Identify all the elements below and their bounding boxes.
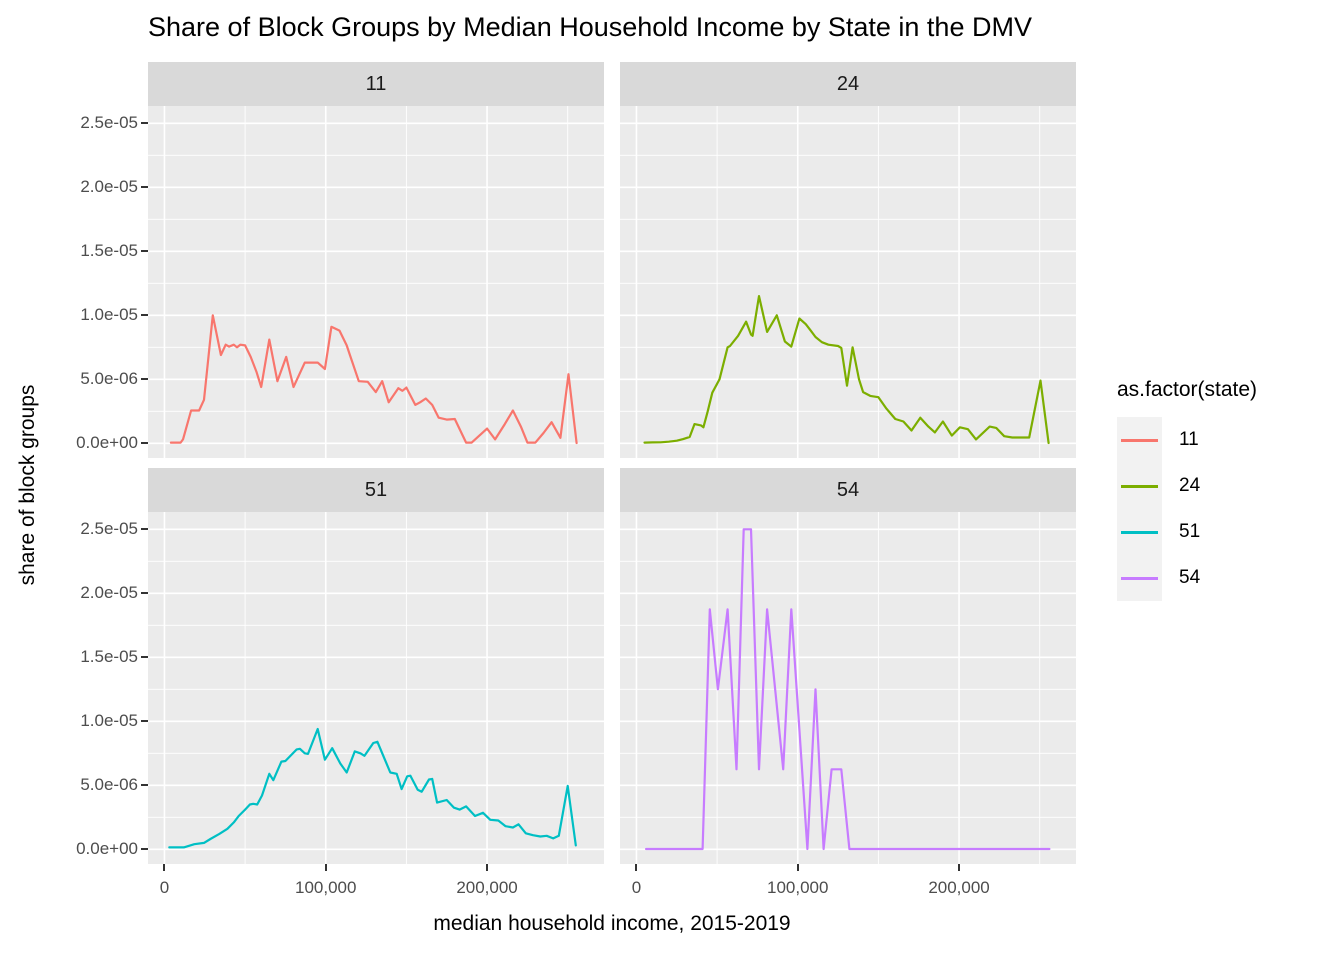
y-tick-mark (141, 592, 148, 595)
y-tick-mark (141, 528, 148, 531)
legend-key-line-icon (1121, 439, 1158, 442)
y-tick-label: 2.5e-05 (80, 113, 138, 133)
legend-entry-54: 54 (1117, 555, 1257, 601)
legend-entry-label: 54 (1179, 567, 1201, 588)
facet-panel-54 (620, 512, 1076, 864)
legend-entry-24: 24 (1117, 463, 1257, 509)
series-line-11 (169, 314, 578, 445)
facet-panel-51 (148, 512, 604, 864)
plot-title: Share of Block Groups by Median Househol… (148, 12, 1032, 42)
legend-key (1117, 509, 1162, 555)
legend-entry-51: 51 (1117, 509, 1257, 555)
facet-strip-54: 54 (620, 468, 1076, 512)
facet-strip-24: 24 (620, 62, 1076, 106)
series-line-51 (168, 727, 577, 849)
y-tick-mark (141, 314, 148, 317)
legend-entry-11: 11 (1117, 417, 1257, 463)
x-tick-label: 0 (631, 878, 642, 897)
facet-strip-label: 11 (365, 72, 387, 95)
facet-strip-label: 54 (836, 478, 860, 501)
y-tick-label: 5.0e-06 (80, 369, 138, 389)
x-tick-label: 200,000 (928, 878, 990, 897)
y-tick-mark (141, 848, 148, 851)
y-tick-mark (141, 186, 148, 189)
x-tick-mark (486, 864, 489, 871)
legend-key-line-icon (1121, 577, 1158, 580)
legend-entry-label: 24 (1179, 475, 1201, 496)
y-tick-label: 1.0e-05 (80, 305, 138, 325)
legend: as.factor(state) 11 24 51 54 (1117, 378, 1257, 601)
y-tick-mark (141, 122, 148, 125)
y-tick-mark (141, 442, 148, 445)
y-tick-label: 0.0e+00 (76, 839, 138, 859)
y-tick-mark (141, 656, 148, 659)
legend-key-line-icon (1121, 485, 1158, 488)
y-tick-label: 2.0e-05 (80, 177, 138, 197)
legend-key (1117, 555, 1162, 601)
facet-strip-label: 51 (364, 478, 388, 501)
legend-title: as.factor(state) (1117, 378, 1258, 401)
y-tick-mark (141, 378, 148, 381)
y-axis-title: share of block groups (16, 384, 39, 586)
series-line-24 (643, 295, 1050, 445)
legend-entries: 11 24 51 54 (1117, 417, 1257, 601)
y-tick-label: 1.5e-05 (80, 647, 138, 667)
x-tick-mark (163, 864, 166, 871)
legend-entry-label: 51 (1179, 521, 1201, 542)
facet-strip-label: 24 (836, 72, 860, 95)
x-tick-label: 100,000 (767, 878, 829, 897)
y-tick-label: 1.0e-05 (80, 711, 138, 731)
x-tick-label: 200,000 (456, 878, 518, 897)
x-tick-mark (324, 864, 327, 871)
x-axis-title: median household income, 2015-2019 (433, 912, 791, 935)
x-tick-label: 0 (159, 878, 170, 897)
facet-panel-24 (620, 106, 1076, 458)
x-tick-label: 100,000 (295, 878, 357, 897)
y-tick-label: 5.0e-06 (80, 775, 138, 795)
x-tick-mark (958, 864, 961, 871)
legend-entry-label: 11 (1179, 429, 1199, 450)
y-tick-mark (141, 720, 148, 723)
y-tick-label: 1.5e-05 (80, 241, 138, 261)
legend-key-line-icon (1121, 531, 1158, 534)
facet-panel-11 (148, 106, 604, 458)
y-tick-label: 0.0e+00 (76, 433, 138, 453)
legend-key (1117, 417, 1162, 463)
facet-strip-51: 51 (148, 468, 604, 512)
facet-strip-11: 11 (148, 62, 604, 106)
y-tick-label: 2.5e-05 (80, 519, 138, 539)
series-line-54 (645, 528, 1051, 851)
y-tick-mark (141, 784, 148, 787)
x-tick-mark (796, 864, 799, 871)
legend-key (1117, 463, 1162, 509)
y-tick-label: 2.0e-05 (80, 583, 138, 603)
y-tick-mark (141, 250, 148, 253)
x-tick-mark (635, 864, 638, 871)
